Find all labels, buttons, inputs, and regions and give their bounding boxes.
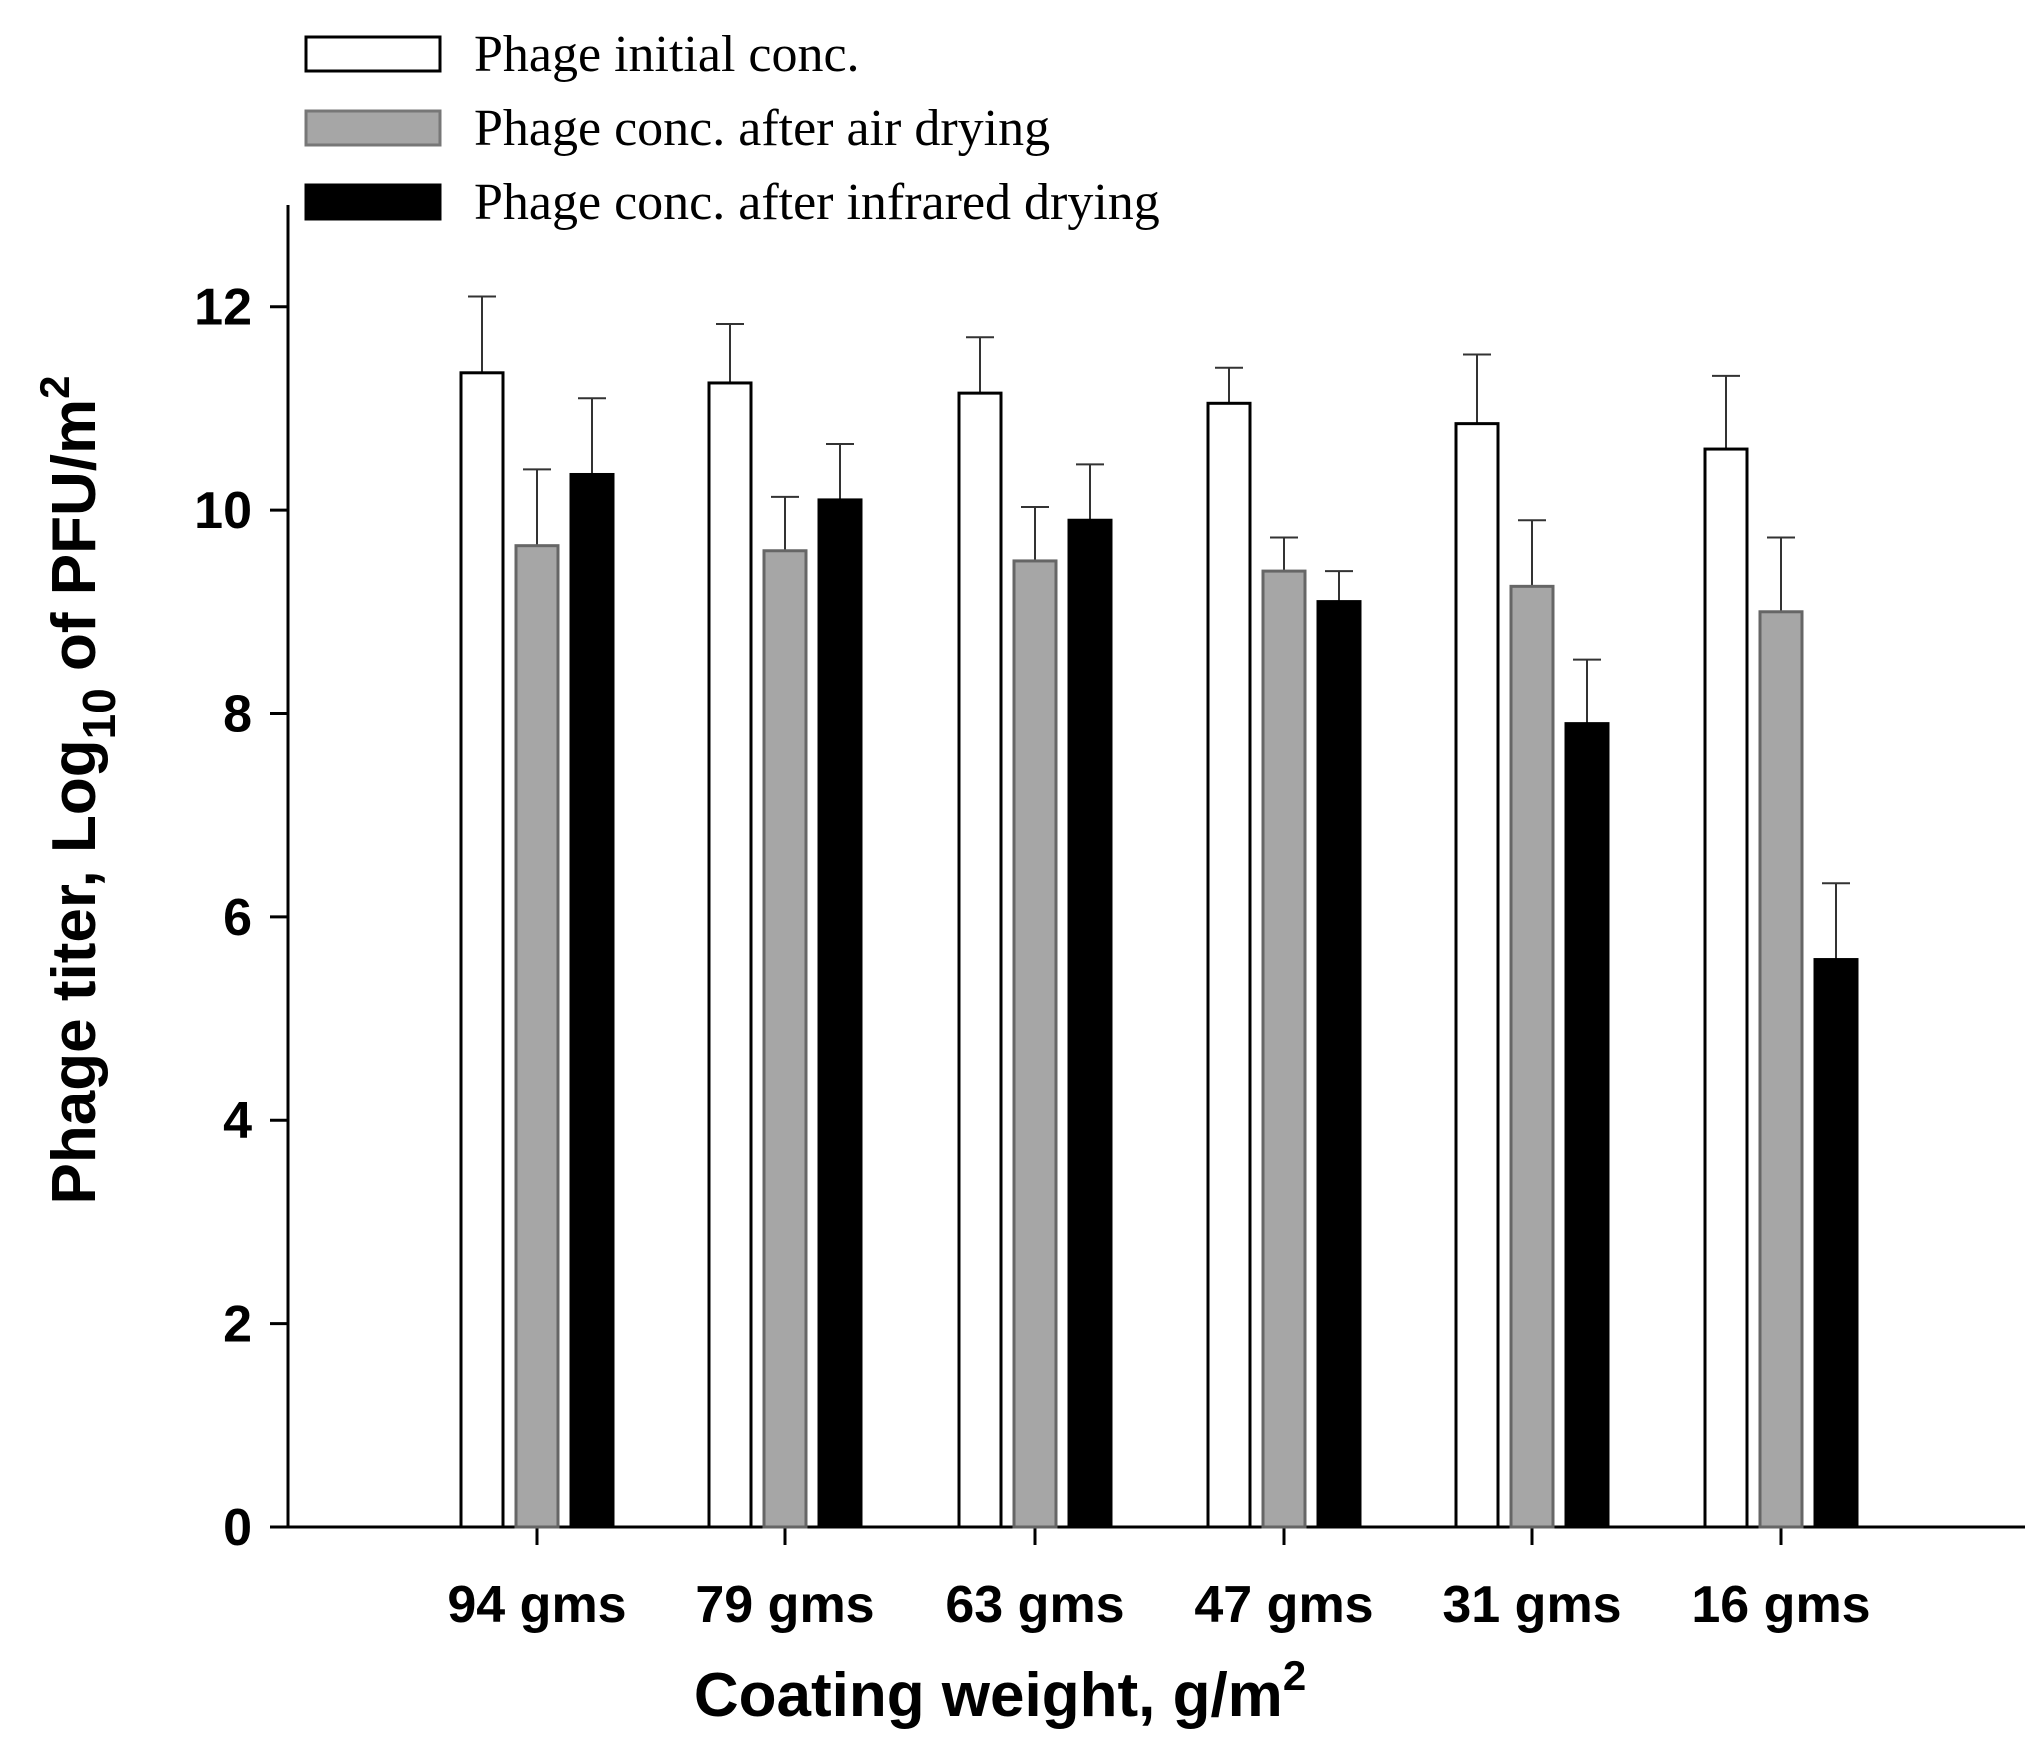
bar-air-drying xyxy=(762,549,808,1529)
legend: Phage initial conc. Phage conc. after air… xyxy=(304,26,1160,231)
bar-initial xyxy=(1206,401,1252,1529)
y-tick-label: 8 xyxy=(223,685,252,743)
x-axis-title: Coating weight, g/m2 xyxy=(694,1652,1306,1730)
bar-initial xyxy=(957,391,1003,1529)
bar-initial xyxy=(1454,422,1500,1529)
y-tick-label: 6 xyxy=(223,889,252,947)
legend-swatch-initial xyxy=(304,35,442,73)
bar-infrared-drying xyxy=(1067,518,1113,1529)
bar-infrared-drying xyxy=(1813,958,1859,1529)
bar-infrared-drying xyxy=(1316,600,1362,1529)
bar-air-drying xyxy=(1509,584,1555,1529)
bar-infrared-drying xyxy=(569,472,615,1529)
axes: 0 2 4 6 8 10 12 94 gms 79 gms 63 gms 47 gms 31 gms 1… xyxy=(194,205,2025,1634)
x-tick-label: 63 gms xyxy=(945,1576,1124,1634)
y-tick-label: 10 xyxy=(194,482,252,540)
x-tick-label: 79 gms xyxy=(695,1576,874,1634)
legend-swatch-air-drying xyxy=(304,109,442,147)
bar-air-drying xyxy=(1261,569,1307,1529)
x-tick-label: 16 gms xyxy=(1691,1576,1870,1634)
bar-infrared-drying xyxy=(1564,722,1610,1529)
bar-initial xyxy=(459,371,505,1529)
bar-air-drying xyxy=(1758,610,1804,1529)
bars xyxy=(459,295,1859,1529)
legend-swatch-infrared-drying xyxy=(304,183,442,221)
bar-initial xyxy=(1703,447,1749,1529)
legend-label: Phage initial conc. xyxy=(474,26,860,83)
y-tick-label: 0 xyxy=(223,1499,252,1557)
x-tick-label: 31 gms xyxy=(1442,1576,1621,1634)
legend-label: Phage conc. after air drying xyxy=(474,100,1050,157)
bar-air-drying xyxy=(514,544,560,1529)
y-tick-label: 12 xyxy=(194,279,252,337)
x-tick-label: 94 gms xyxy=(447,1576,626,1634)
y-tick-label: 2 xyxy=(223,1296,252,1354)
x-tick-label: 47 gms xyxy=(1194,1576,1373,1634)
y-axis-title: Phage titer, Log10 of PFU/m2 xyxy=(31,376,125,1205)
y-tick-label: 4 xyxy=(223,1092,252,1150)
legend-label: Phage conc. after infrared drying xyxy=(474,174,1160,231)
bar-air-drying xyxy=(1012,559,1058,1529)
bar-initial xyxy=(707,381,753,1529)
bar-infrared-drying xyxy=(817,498,863,1529)
